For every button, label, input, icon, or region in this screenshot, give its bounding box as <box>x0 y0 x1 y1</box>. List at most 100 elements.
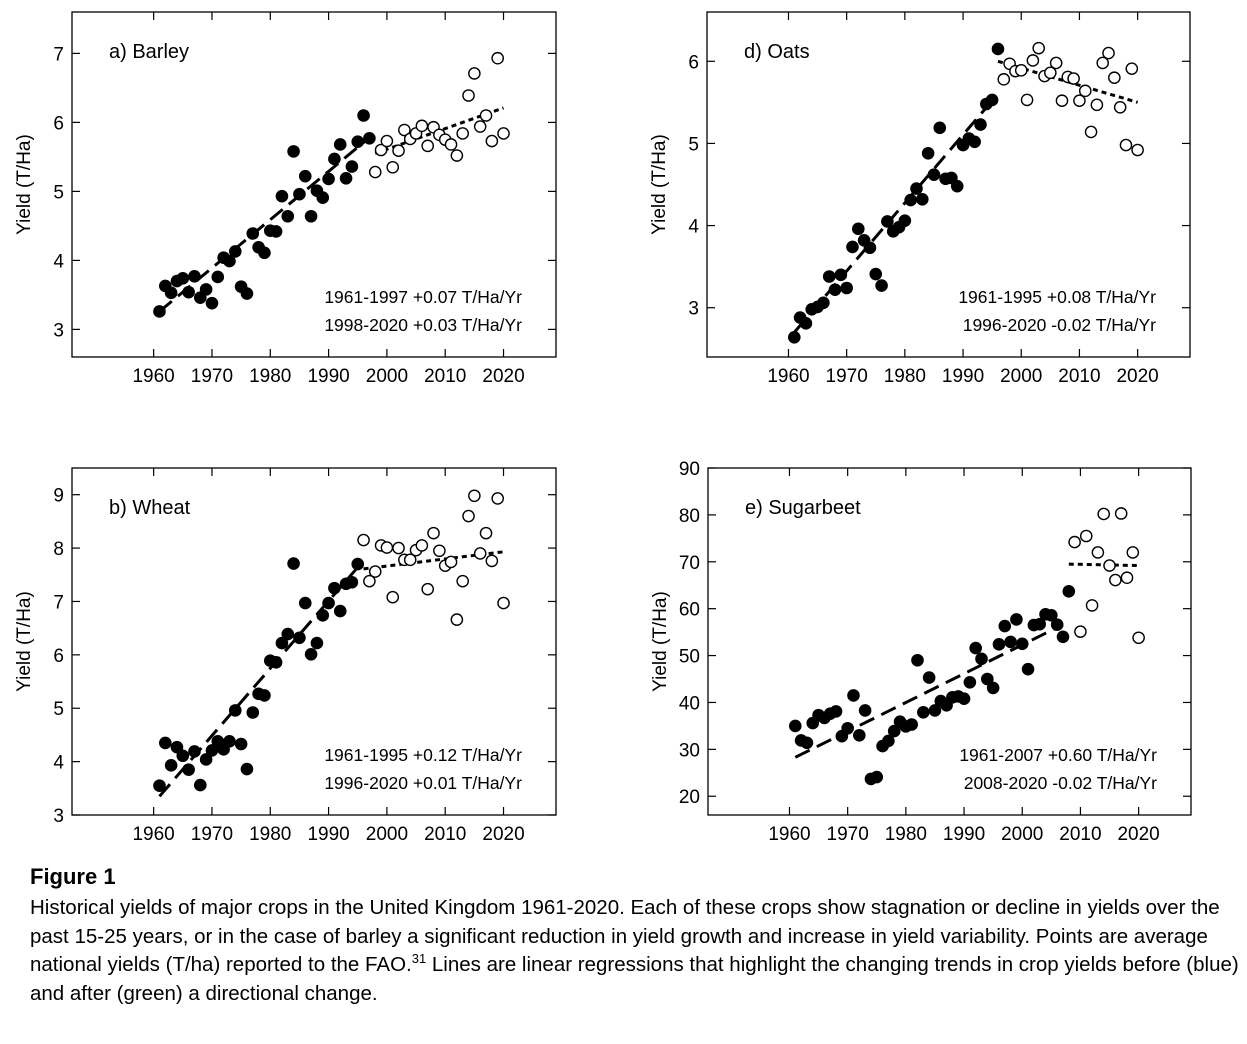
data-point-filled <box>205 296 219 310</box>
data-point-open <box>473 547 487 560</box>
data-point-filled <box>858 704 872 717</box>
data-point-open <box>1078 84 1092 98</box>
trend-line-late <box>1068 562 1139 568</box>
data-point-filled <box>1015 637 1029 651</box>
data-point-open <box>1074 625 1087 638</box>
data-point-open <box>415 539 429 552</box>
trend-annotation: 1961-1995 +0.08 T/Ha/Yr <box>958 287 1156 307</box>
y-tick-label: 3 <box>688 299 699 320</box>
data-point-filled <box>345 575 359 589</box>
data-point-open <box>450 149 464 162</box>
y-axis-label: Yield (T/Ha) <box>14 591 35 692</box>
data-point-open <box>1113 100 1127 114</box>
data-point-filled <box>1056 630 1070 644</box>
data-point-filled <box>840 281 853 295</box>
data-point-open <box>1049 56 1063 70</box>
data-point-open <box>1068 535 1081 549</box>
data-point-open <box>1079 529 1093 543</box>
y-tick-label: 40 <box>679 693 700 714</box>
x-tick-label: 1980 <box>884 366 926 387</box>
data-point-filled <box>275 636 289 650</box>
data-point-filled <box>986 681 1000 695</box>
trend-annotation: 1961-2007 +0.60 T/Ha/Yr <box>959 745 1157 765</box>
data-point-filled <box>928 704 942 717</box>
data-point-open <box>1131 143 1144 157</box>
x-tick-label: 2010 <box>424 824 466 845</box>
y-tick-label: 80 <box>679 506 700 527</box>
data-point-filled <box>1021 662 1035 676</box>
x-tick-label: 2000 <box>366 824 408 845</box>
data-point-filled <box>345 160 359 173</box>
x-tick-label: 1980 <box>249 824 291 845</box>
data-point-open <box>368 565 382 578</box>
data-point-filled <box>339 171 353 185</box>
data-point-open <box>497 127 510 140</box>
data-point-open <box>462 89 475 102</box>
data-point-filled <box>228 245 242 258</box>
figure-caption: Figure 1 Historical yields of major crop… <box>30 864 1242 1008</box>
x-tick-label: 1970 <box>191 824 233 845</box>
data-point-filled <box>322 596 335 610</box>
data-point-filled <box>298 169 312 183</box>
x-tick-label: 1960 <box>132 366 174 387</box>
data-point-filled <box>998 619 1012 633</box>
data-point-open <box>485 134 499 148</box>
x-tick-label: 1970 <box>826 366 868 387</box>
y-axis-label: Yield (T/Ha) <box>650 591 671 692</box>
caption-text-part-2: Lines are linear regressions that highli… <box>30 953 1239 1005</box>
chart-panel-d: 1960 1970 1980 1990 2000 2010 2020 3 4 5 6 Yield (T… <box>649 11 1191 387</box>
data-point-open <box>479 526 493 540</box>
data-point-filled <box>1004 635 1017 649</box>
y-tick-label: 7 <box>53 44 64 65</box>
data-point-filled <box>1033 617 1046 631</box>
y-axis-label: Yield (T/Ha) <box>649 134 670 235</box>
y-tick-label: 4 <box>53 251 64 272</box>
data-point-open <box>386 160 400 174</box>
data-point-filled <box>304 648 318 661</box>
x-tick-label: 2000 <box>1001 824 1043 845</box>
data-point-open <box>1067 72 1080 85</box>
x-tick-label: 2020 <box>1116 366 1158 387</box>
data-point-filled <box>921 146 935 160</box>
data-point-filled <box>223 735 236 748</box>
data-point-open <box>1126 546 1140 559</box>
data-point-filled <box>193 778 207 792</box>
data-point-filled <box>969 641 982 655</box>
data-point-filled <box>1062 585 1076 598</box>
x-tick-label: 2000 <box>1000 366 1042 387</box>
y-tick-label: 30 <box>679 740 700 761</box>
data-point-filled <box>869 267 883 281</box>
data-point-filled <box>328 152 341 166</box>
trend-annotation: 1996-2020 +0.01 T/Ha/Yr <box>324 773 522 793</box>
chart-panel-e: 1960 1970 1980 1990 2000 2010 2020203040506070… <box>650 459 1192 845</box>
chart-panel-a: 1960 1970 1980 1990 2000 2010 2020 3 4 5 6 7 Yield (… <box>14 11 557 387</box>
data-point-filled <box>917 706 930 719</box>
data-point-filled <box>927 168 941 181</box>
x-tick-label: 2010 <box>1058 366 1100 387</box>
data-point-filled <box>182 285 195 299</box>
y-tick-label: 70 <box>679 553 700 574</box>
x-tick-label: 2000 <box>366 366 408 387</box>
data-point-filled <box>281 627 295 641</box>
data-point-open <box>456 574 469 588</box>
data-point-filled <box>991 42 1005 56</box>
x-tick-label: 1960 <box>767 366 809 387</box>
y-tick-label: 3 <box>53 320 64 341</box>
data-point-filled <box>950 179 964 193</box>
data-point-filled <box>904 193 917 207</box>
data-point-filled <box>333 604 347 618</box>
x-tick-label: 1990 <box>307 824 349 845</box>
data-point-filled <box>199 753 213 766</box>
y-tick-label: 4 <box>53 753 64 774</box>
trend-annotation: 1961-1997 +0.07 T/Ha/Yr <box>324 287 522 307</box>
x-tick-label: 2010 <box>424 366 466 387</box>
y-tick-label: 3 <box>53 806 64 827</box>
data-point-filled <box>188 745 201 758</box>
data-point-filled <box>240 287 254 300</box>
data-point-filled <box>211 270 225 284</box>
data-point-open <box>357 533 370 547</box>
y-tick-label: 6 <box>53 113 64 134</box>
data-point-filled <box>1010 613 1023 626</box>
data-point-filled <box>199 283 213 296</box>
data-point-filled <box>817 296 830 310</box>
